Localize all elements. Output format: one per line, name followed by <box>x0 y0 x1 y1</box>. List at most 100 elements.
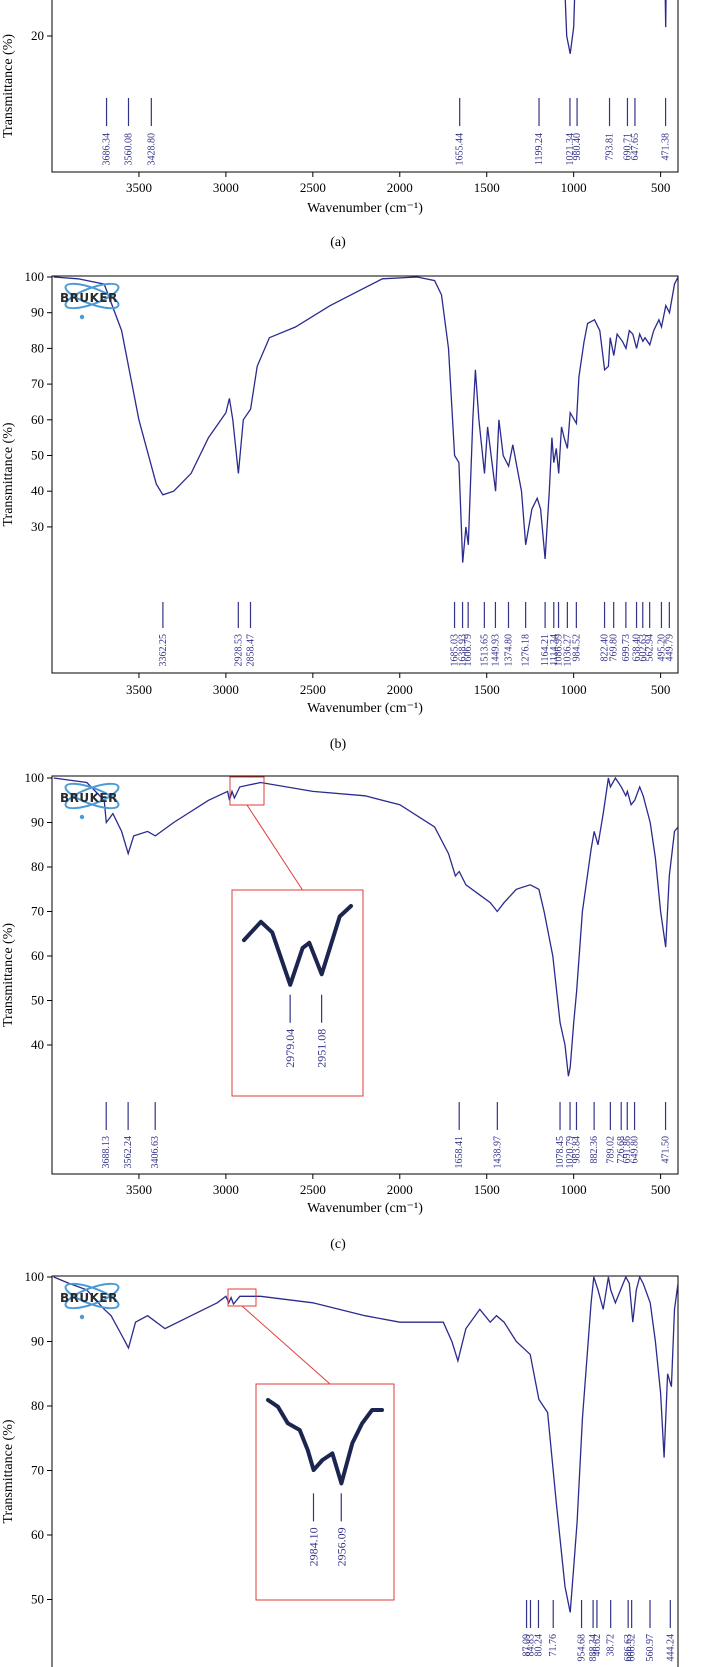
logo-orbit-1 <box>64 782 120 810</box>
x-tick-label: 3000 <box>213 682 239 697</box>
zoom-peak-label: 2956.09 <box>334 1527 348 1566</box>
peak-label: 1449.93 <box>490 634 501 667</box>
peak-label: 444.24 <box>665 1634 676 1662</box>
peak-label: 3688.13 <box>101 1136 112 1169</box>
peak-label: 1438.97 <box>492 1136 503 1169</box>
x-tick-label: 2500 <box>300 682 326 697</box>
y-tick-label: 70 <box>31 376 44 391</box>
zoom-curve <box>266 1398 384 1486</box>
x-tick-label: 500 <box>651 1182 671 1197</box>
peak-label: 699.73 <box>621 634 632 662</box>
y-axis-label: Transmittance (%) <box>1 422 16 526</box>
peak-label: 1164.21 <box>540 634 551 666</box>
peak-label: 1655.44 <box>455 133 466 166</box>
logo-orbit-2 <box>64 282 120 310</box>
y-tick-label: 20 <box>31 28 44 43</box>
y-tick-label: 90 <box>31 305 44 320</box>
peak-label: 1020.79 <box>565 1136 576 1169</box>
peak-label: 87.09 <box>522 1634 533 1657</box>
peak-label: 647.65 <box>630 133 641 161</box>
y-tick-label: 90 <box>31 815 44 830</box>
peak-label: 1114.34 <box>549 634 560 666</box>
peak-label: 983.84 <box>571 1136 582 1164</box>
peak-label: 3428.80 <box>146 133 157 166</box>
caption-a: (a) <box>330 235 346 250</box>
peak-label: 3560.08 <box>123 133 134 166</box>
zoom-peak-label: 2984.10 <box>307 1527 321 1566</box>
logo-orbit-1 <box>64 282 120 310</box>
peak-label: 1638.93 <box>458 634 469 667</box>
peak-label: 471.38 <box>661 133 672 161</box>
peak-label: 560.97 <box>645 1634 656 1662</box>
x-axis-label: Wavenumber (cm⁻¹) <box>307 201 423 216</box>
peak-label: 2928.53 <box>233 634 244 667</box>
peak-label: 1199.24 <box>534 133 545 165</box>
zoom-connector <box>241 1305 331 1385</box>
y-tick-label: 100 <box>25 770 45 785</box>
y-axis-label: Transmittance (%) <box>1 34 16 138</box>
peak-label: 690.71 <box>622 133 633 161</box>
y-tick-label: 40 <box>31 1037 44 1052</box>
peak-label: 686.63 <box>623 1634 634 1662</box>
y-tick-label: 80 <box>31 340 44 355</box>
peak-label: 984.52 <box>571 634 582 662</box>
zoom-box <box>231 889 364 1097</box>
plot-frame <box>51 775 679 1175</box>
x-tick-label: 2000 <box>387 682 413 697</box>
zoom-connector <box>246 804 303 891</box>
plot-frame <box>51 0 679 173</box>
x-tick-label: 3500 <box>126 1182 152 1197</box>
x-axis-label: Wavenumber (cm⁻¹) <box>307 1201 423 1216</box>
y-tick-label: 70 <box>31 904 44 919</box>
peak-label: 954.68 <box>577 1634 588 1662</box>
y-tick-label: 100 <box>25 269 45 284</box>
x-tick-label: 3000 <box>213 1182 239 1197</box>
y-tick-label: 60 <box>31 412 44 427</box>
peak-label: 793.81 <box>605 133 616 161</box>
peak-label: 2858.47 <box>245 634 256 667</box>
zoom-peak-label: 2979.04 <box>283 1029 297 1068</box>
peak-label: 495.20 <box>656 634 667 662</box>
x-tick-label: 500 <box>651 180 671 195</box>
peak-label: 1276.18 <box>521 634 532 667</box>
peak-label: 882.36 <box>589 1136 600 1164</box>
peak-label: 449.79 <box>664 634 675 662</box>
x-tick-label: 2000 <box>387 180 413 195</box>
spectrum-line <box>53 776 678 1077</box>
peak-label: 1513.65 <box>479 634 490 667</box>
y-tick-label: 60 <box>31 1527 44 1542</box>
peak-label: 1685.03 <box>450 634 461 667</box>
y-axis-label: Transmittance (%) <box>1 923 16 1027</box>
peak-label: 726.68 <box>616 1136 627 1164</box>
peak-label: 1021.34 <box>565 133 576 166</box>
logo-orbit-1 <box>64 1282 120 1310</box>
bruker-logo: BRUKER <box>60 782 120 820</box>
x-tick-label: 1000 <box>561 1182 587 1197</box>
peak-label: 1036.27 <box>562 634 573 667</box>
bruker-logo: BRUKER <box>60 1282 120 1320</box>
peak-label: 46.62 <box>592 1634 603 1657</box>
peak-label: 888.34 <box>588 1634 599 1662</box>
zoom-source-box <box>227 1288 257 1307</box>
peak-label: 3362.25 <box>158 634 169 667</box>
y-tick-label: 80 <box>31 1398 44 1413</box>
zoom-curve <box>242 904 353 987</box>
logo-text: BRUKER <box>60 791 118 805</box>
logo-dot <box>79 814 85 820</box>
peak-label: 1374.80 <box>503 634 514 667</box>
peak-label: 1078.45 <box>555 1136 566 1169</box>
peak-label: 980.40 <box>572 133 583 161</box>
peak-label: 80.24 <box>533 1634 544 1657</box>
x-tick-label: 2500 <box>300 1182 326 1197</box>
y-tick-label: 50 <box>31 1592 44 1607</box>
y-tick-label: 50 <box>31 448 44 463</box>
peak-label: 562.94 <box>645 634 656 662</box>
peak-label: 71.76 <box>548 1634 559 1657</box>
peak-label: 602.63 <box>638 634 649 662</box>
peak-label: 1606.79 <box>463 634 474 667</box>
x-axis-label: Wavenumber (cm⁻¹) <box>307 701 423 716</box>
y-tick-label: 100 <box>25 1269 45 1284</box>
y-tick-label: 90 <box>31 1334 44 1349</box>
logo-dot <box>79 314 85 320</box>
